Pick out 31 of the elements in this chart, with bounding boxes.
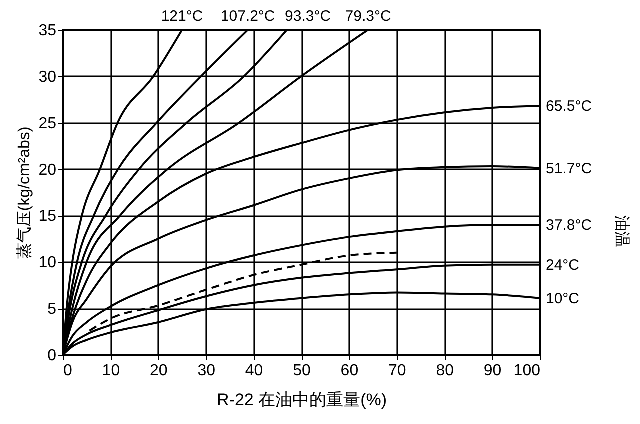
series-label: 79.3°C [345,8,392,25]
series-label: 51.7°C [546,160,592,178]
y-tick-label: 0 [48,348,57,364]
series-label: 24°C [546,256,580,274]
x-tick-label: 20 [150,362,168,380]
text: 油温 [613,216,631,248]
x-tick-label: 0 [64,362,72,380]
x-tick-label: 90 [484,362,502,380]
y-tick-label: 35 [38,22,57,40]
y-tick-label: 25 [38,115,57,132]
y-tick-label: 20 [38,162,57,179]
x-tick-label: 60 [340,362,359,380]
x-tick-label: 80 [436,362,454,380]
series-label: 10°C [546,290,580,308]
x-tick-label: 30 [198,362,216,380]
y-axis-title: 蒸气压(kg/cm²abs) [16,126,34,260]
x-tick-label: 50 [293,362,311,380]
x-tick-label: 10 [102,362,120,380]
x-tick-label: 100 [514,362,541,380]
series-label: 37.8°C [546,217,592,234]
series-label: 107.2°C [220,8,276,25]
series-label: 93.3°C [285,8,332,25]
x-tick-label: 70 [388,362,406,380]
series-label: 121°C [161,8,204,25]
y-tick-label: 10 [38,254,57,272]
y-tick-label: 30 [38,68,57,86]
x-axis-title: R-22 在油中的重量(%) [216,390,388,410]
x-tick-label: 40 [245,362,264,380]
y-tick-label: 15 [38,208,57,226]
y-tick-label: 5 [48,301,57,318]
series-label: 65.5°C [546,98,592,116]
